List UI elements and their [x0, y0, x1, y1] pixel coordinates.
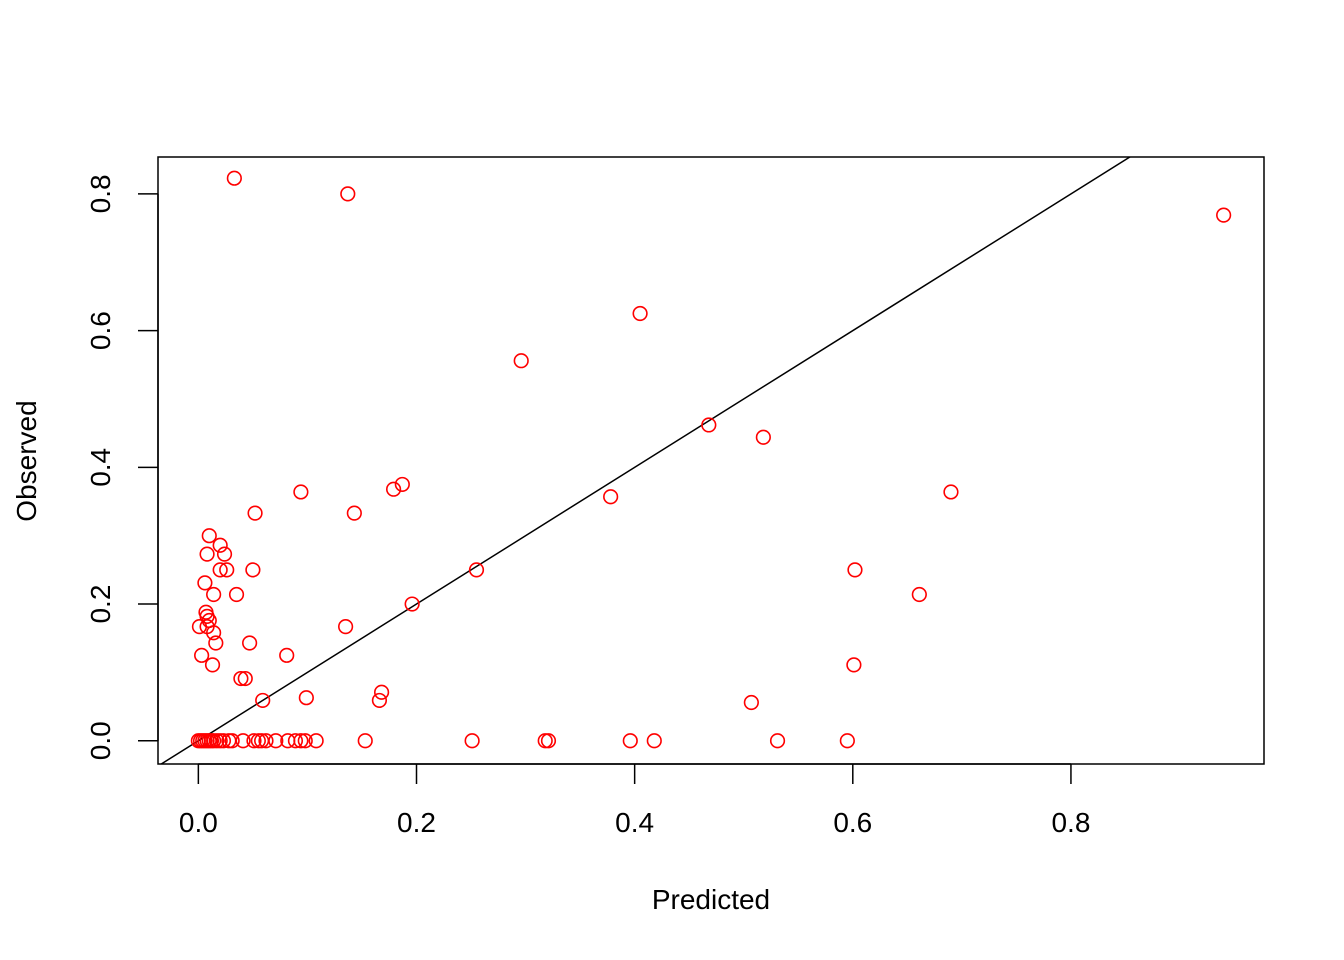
data-point	[219, 562, 235, 578]
data-point	[373, 684, 390, 700]
data-point	[255, 692, 271, 709]
y-axis-label: Observed	[11, 400, 42, 521]
data-point	[847, 562, 863, 578]
data-point	[340, 186, 356, 202]
data-point	[540, 733, 557, 749]
data-point	[226, 170, 242, 186]
data-point	[468, 562, 485, 578]
data-point	[215, 733, 232, 749]
data-point	[338, 619, 354, 635]
data-point	[846, 657, 862, 673]
data-point	[293, 484, 309, 500]
data-point	[216, 546, 233, 562]
data-point	[743, 694, 759, 711]
data-point	[287, 733, 304, 749]
data-point	[297, 733, 313, 749]
y-tick-label: 0.0	[85, 721, 116, 760]
data-point	[371, 692, 388, 709]
data-point	[357, 733, 373, 749]
data-point	[279, 647, 295, 663]
data-point	[235, 733, 251, 749]
data-point	[1216, 207, 1232, 223]
data-point	[298, 690, 314, 706]
x-tick-label: 0.6	[833, 807, 872, 838]
data-point	[293, 733, 309, 749]
data-point	[308, 733, 324, 749]
data-point	[268, 733, 284, 749]
y-tick-label: 0.4	[85, 448, 116, 487]
identity-line	[159, 157, 1132, 764]
data-point	[247, 505, 263, 521]
plot-frame	[157, 156, 1265, 765]
data-point	[212, 562, 228, 578]
data-point	[701, 417, 717, 433]
data-point	[404, 596, 420, 612]
y-tick-label: 0.6	[85, 311, 116, 350]
y-axis: 0.0 0.2 0.4 0.6 0.8	[85, 174, 159, 760]
x-axis-label: Predicted	[652, 884, 770, 915]
data-point	[632, 305, 648, 322]
data-point	[537, 733, 553, 749]
data-point	[385, 481, 402, 497]
data-point	[646, 733, 662, 749]
data-point	[258, 733, 274, 749]
data-point	[191, 619, 208, 635]
x-tick-label: 0.2	[397, 807, 436, 838]
data-point	[204, 657, 221, 673]
data-point	[224, 733, 240, 749]
data-point	[943, 484, 959, 500]
x-tick-label: 0.8	[1051, 807, 1090, 838]
data-point	[197, 575, 213, 591]
y-tick-label: 0.8	[85, 174, 116, 213]
data-point	[839, 733, 855, 749]
data-point	[622, 733, 638, 749]
data-point	[199, 546, 215, 562]
data-point	[755, 429, 771, 445]
data-point	[346, 505, 362, 521]
data-point	[228, 586, 245, 603]
data-point	[212, 537, 228, 553]
data-point	[603, 489, 619, 505]
data-point	[513, 353, 529, 369]
data-point	[464, 733, 480, 749]
points-layer	[190, 170, 1232, 749]
data-point	[246, 733, 262, 749]
data-point	[769, 733, 786, 749]
data-point	[245, 562, 261, 578]
data-point	[394, 476, 410, 493]
data-point	[242, 635, 258, 651]
data-point	[233, 670, 249, 687]
data-point	[208, 635, 224, 651]
data-point	[237, 670, 253, 687]
data-point	[206, 586, 222, 603]
data-point	[201, 528, 217, 544]
reference-line-layer	[159, 157, 1132, 764]
data-point	[194, 647, 210, 663]
data-point	[911, 586, 927, 603]
y-tick-label: 0.2	[85, 585, 116, 624]
data-point	[206, 625, 222, 641]
x-tick-label: 0.4	[615, 807, 654, 838]
x-axis: 0.0 0.2 0.4 0.6 0.8	[179, 763, 1090, 838]
x-tick-label: 0.0	[179, 807, 218, 838]
